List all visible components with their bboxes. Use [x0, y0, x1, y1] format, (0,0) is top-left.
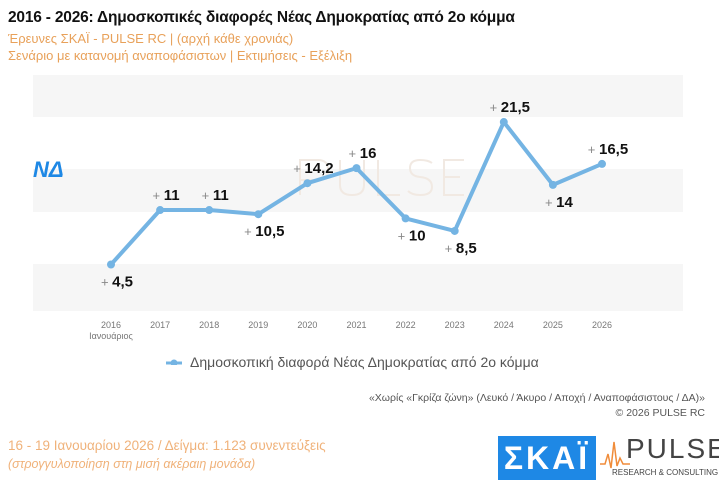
data-point [352, 164, 361, 173]
subtitle-source: Έρευνες ΣΚΑΪ - PULSE RC | (αρχή κάθε χρο… [8, 31, 294, 46]
data-label: + 16,5 [588, 141, 628, 158]
data-point [548, 180, 557, 189]
data-point [303, 179, 312, 188]
grid-band [33, 169, 683, 212]
x-tick-label: 2022 [396, 320, 416, 330]
chart-title: 2016 - 2026: Δημοσκοπικές διαφορές Νέας … [8, 9, 515, 26]
grid-band [33, 264, 683, 311]
data-label: + 14,2 [293, 160, 333, 177]
data-label: + 11 [202, 187, 229, 204]
data-point [598, 159, 606, 168]
data-label: + 16 [349, 145, 377, 162]
nd-party-logo: ΝΔ [33, 157, 64, 182]
x-tick-label: 2024 [494, 320, 514, 330]
pulse-logo-wave-icon [600, 441, 630, 469]
data-point [450, 226, 459, 235]
data-point [401, 214, 410, 223]
legend-label: Δημοσκοπική διαφορά Νέας Δημοκρατίας από… [190, 354, 539, 370]
data-point [499, 118, 508, 127]
pulse-logo: PULSE [626, 433, 719, 464]
data-label: + 14 [545, 194, 574, 211]
survey-date-sample: 16 - 19 Ιανουαρίου 2026 / Δείγμα: 1.123 … [8, 438, 326, 453]
data-point [156, 206, 165, 215]
legend: Δημοσκοπική διαφορά Νέας Δημοκρατίας από… [166, 354, 539, 370]
footnote-gray-zone: «Χωρίς «Γκρίζα ζώνη» (Λευκό / Άκυρο / Απ… [368, 392, 705, 404]
x-axis-labels: 2016 Ιανουάριος 2017 2018 2019 2020 2021 2022 20… [89, 320, 612, 341]
x-tick-label: 2026 [592, 320, 612, 330]
legend-marker-icon [166, 359, 182, 365]
data-point [205, 206, 214, 215]
x-tick-label: 2021 [346, 320, 366, 330]
x-tick-label: 2020 [297, 320, 317, 330]
copyright: © 2026 PULSE RC [615, 407, 705, 419]
x-tick-label: 2017 [150, 320, 170, 330]
data-point [254, 210, 263, 219]
x-tick-label: 2019 [248, 320, 268, 330]
rounding-note: (στρογγυλοποίηση στη μισή ακέραιη μονάδα… [8, 457, 256, 471]
data-label: + 10 [398, 227, 426, 244]
data-label: + 10,5 [244, 223, 284, 240]
data-label: + 8,5 [445, 240, 477, 257]
line-chart: 2016 Ιανουάριος 2017 2018 2019 2020 2021 2022 20… [33, 75, 683, 341]
subtitle-scenario: Σενάριο με κατανομή αναποφάσιστων | Εκτι… [8, 48, 353, 63]
x-tick-label: 2016 Ιανουάριος [89, 320, 133, 341]
x-tick-label: 2018 [199, 320, 219, 330]
grid-band [33, 75, 683, 117]
pulse-logo-subtitle: RESEARCH & CONSULTING [612, 468, 719, 477]
x-tick-label: 2023 [445, 320, 465, 330]
x-tick-label: 2025 [543, 320, 563, 330]
data-label: + 21,5 [490, 99, 530, 116]
data-label: + 11 [153, 187, 180, 204]
skai-logo: ΣΚΑΪ [498, 436, 596, 480]
data-point [107, 260, 115, 269]
data-label: + 4,5 [101, 273, 133, 290]
